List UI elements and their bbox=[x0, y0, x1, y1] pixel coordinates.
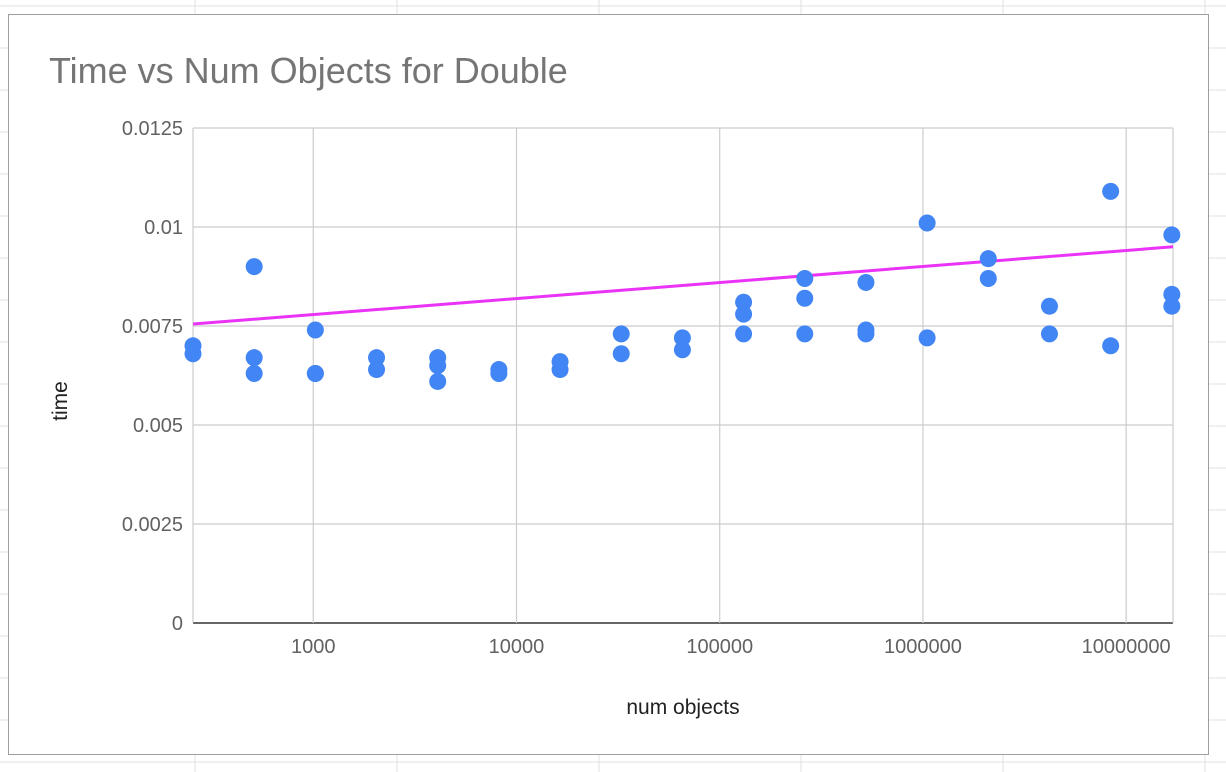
data-point[interactable] bbox=[1163, 297, 1181, 315]
y-tick-label: 0.0125 bbox=[122, 118, 183, 140]
data-point[interactable] bbox=[979, 250, 997, 268]
data-point[interactable] bbox=[857, 325, 875, 343]
data-point[interactable] bbox=[612, 345, 630, 363]
data-point[interactable] bbox=[429, 357, 447, 375]
data-point[interactable] bbox=[979, 269, 997, 287]
data-point[interactable] bbox=[796, 289, 814, 307]
data-point[interactable] bbox=[918, 214, 936, 232]
data-point[interactable] bbox=[306, 321, 324, 339]
data-point[interactable] bbox=[1040, 325, 1058, 343]
data-point[interactable] bbox=[245, 365, 263, 383]
data-point[interactable] bbox=[735, 305, 753, 323]
x-tick-label: 100000 bbox=[686, 636, 753, 658]
y-tick-label: 0.0025 bbox=[122, 514, 183, 536]
x-tick-label: 1000000 bbox=[884, 636, 962, 658]
data-point[interactable] bbox=[918, 329, 936, 347]
data-point[interactable] bbox=[245, 258, 263, 276]
gridlines bbox=[192, 127, 1174, 624]
data-point[interactable] bbox=[857, 273, 875, 291]
chart-container[interactable]: 0 0.0025 0.005 0.0075 0.01 0.0125 1000 10000 10… bbox=[8, 14, 1209, 755]
y-axis-title: time bbox=[49, 381, 72, 421]
y-axis-ticks: 0 0.0025 0.005 0.0075 0.01 0.0125 bbox=[122, 118, 183, 635]
data-point[interactable] bbox=[368, 349, 386, 367]
data-point[interactable] bbox=[306, 365, 324, 383]
data-point[interactable] bbox=[1163, 226, 1181, 244]
x-axis-ticks: 1000 10000 100000 1000000 10000000 bbox=[291, 636, 1171, 658]
chart-title: Time vs Num Objects for Double bbox=[49, 50, 568, 91]
data-point[interactable] bbox=[368, 361, 386, 379]
x-axis-title: num objects bbox=[626, 696, 739, 719]
data-point[interactable] bbox=[1163, 285, 1181, 303]
trendline[interactable] bbox=[192, 245, 1174, 326]
data-point[interactable] bbox=[551, 361, 569, 379]
data-point[interactable] bbox=[1040, 297, 1058, 315]
data-point[interactable] bbox=[245, 349, 263, 367]
data-point[interactable] bbox=[612, 325, 630, 343]
x-tick-label: 10000 bbox=[489, 636, 545, 658]
data-point[interactable] bbox=[796, 325, 814, 343]
x-tick-label: 1000 bbox=[291, 636, 336, 658]
data-point[interactable] bbox=[490, 365, 508, 383]
trendline-layer bbox=[192, 245, 1174, 326]
data-point[interactable] bbox=[796, 269, 814, 287]
data-point[interactable] bbox=[673, 341, 691, 359]
data-point[interactable] bbox=[1102, 337, 1120, 355]
data-points bbox=[184, 182, 1181, 390]
y-tick-label: 0.0075 bbox=[122, 316, 183, 338]
data-point[interactable] bbox=[735, 325, 753, 343]
data-point[interactable] bbox=[1102, 182, 1120, 200]
data-point[interactable] bbox=[429, 372, 447, 390]
y-tick-label: 0.005 bbox=[133, 415, 183, 437]
data-point[interactable] bbox=[735, 293, 753, 311]
data-point[interactable] bbox=[673, 329, 691, 347]
data-point[interactable] bbox=[184, 345, 202, 363]
y-tick-label: 0.01 bbox=[144, 217, 183, 239]
y-tick-label: 0 bbox=[172, 613, 183, 635]
x-tick-label: 10000000 bbox=[1082, 636, 1171, 658]
